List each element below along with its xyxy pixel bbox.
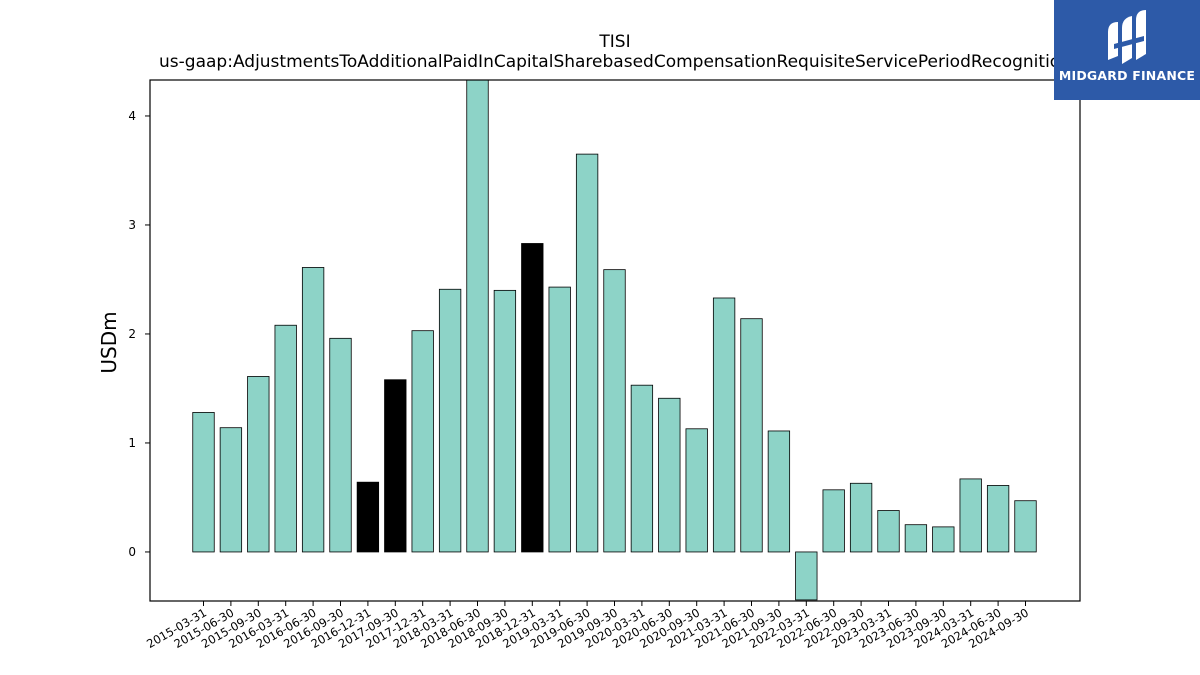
plot-frame [149,79,1081,602]
logo-mark-icon [1108,10,1146,64]
bar-2019-03-31 [548,286,571,553]
bar-2016-12-31 [356,481,380,553]
bar-2018-09-30 [493,289,517,553]
y-tick-label: 3 [128,218,136,232]
bar-2022-06-30 [822,489,845,553]
bar-2019-06-30 [575,153,599,553]
bar-2020-03-31 [630,384,654,553]
bar-2023-09-30 [932,526,955,553]
bar-2015-09-30 [247,376,270,553]
y-axis: 0 1 2 3 4 [128,109,150,559]
bar-2020-06-30 [658,397,681,553]
y-tick-label: 4 [128,109,136,123]
brand-logo: MIDGARD FINANCE [1054,0,1200,100]
logo-text: MIDGARD FINANCE [1058,68,1196,83]
bar-2016-03-31 [274,324,297,553]
bar-2017-09-30 [384,379,407,553]
bar-2015-06-30 [219,427,243,553]
bar-2024-09-30 [1014,500,1037,553]
bar-2016-06-30 [301,267,325,553]
bar-2018-12-31 [521,243,544,553]
y-tick-label: 1 [128,436,136,450]
bar-2021-06-30 [740,318,763,553]
y-axis-label: USDm [97,311,121,373]
bar-2023-06-30 [904,524,928,553]
bar-2022-03-31 [795,551,818,601]
bar-2021-09-30 [767,430,791,553]
chart-title: TISI [599,32,631,52]
bar-2024-06-30 [986,485,1010,553]
y-tick-label: 0 [128,545,136,559]
bar-2017-12-31 [411,330,434,553]
chart-subtitle: us-gaap:AdjustmentsToAdditionalPaidInCap… [159,52,1071,72]
bar-2022-09-30 [849,482,873,553]
y-tick-label: 2 [128,327,136,341]
bar-2019-09-30 [603,269,626,553]
x-axis: 2015-03-312015-06-302015-09-302016-03-31… [144,601,1031,651]
bar-2023-03-31 [877,510,900,553]
bar-2015-03-31 [192,412,215,553]
bar-2018-06-30 [466,80,489,553]
bars-group [192,80,1037,601]
bar-2024-03-31 [959,478,982,553]
bar-2018-03-31 [438,288,462,553]
bar-2016-09-30 [329,337,352,553]
bar-2020-09-30 [685,428,708,553]
bar-2021-03-31 [712,297,736,553]
